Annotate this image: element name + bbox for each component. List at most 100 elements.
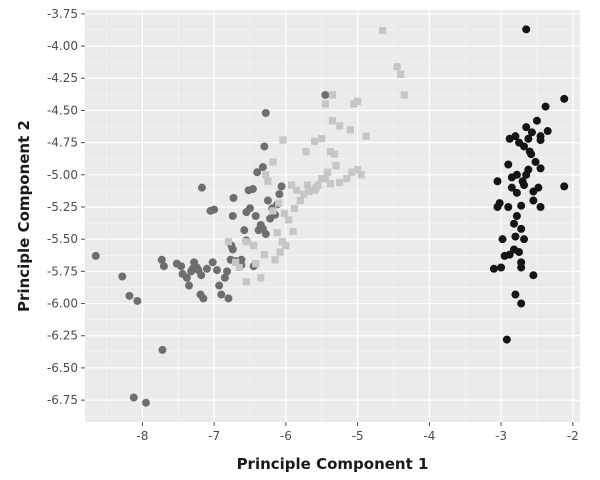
data-point-square (321, 175, 329, 183)
data-point-circle (125, 291, 134, 300)
data-point-square (343, 175, 351, 183)
data-point-square (262, 171, 270, 179)
data-point-circle (237, 255, 246, 264)
data-point-circle (321, 90, 330, 99)
data-point-square (242, 278, 251, 286)
data-point-circle (202, 264, 211, 273)
data-point-square (336, 122, 344, 130)
data-point-circle (208, 258, 217, 267)
data-point-circle (217, 290, 226, 299)
x-axis-ticks: -8 -7 -6 -5 -4 -3 -2 (136, 422, 579, 443)
y-tick-label: -5.25 (47, 200, 78, 214)
data-point-square (393, 63, 401, 71)
data-point-circle (263, 196, 272, 205)
data-point-circle (517, 299, 526, 308)
data-point-circle (261, 109, 270, 117)
data-point-circle (493, 202, 502, 211)
data-point-square (302, 148, 310, 156)
data-point-circle (517, 201, 526, 210)
data-point-square (249, 242, 258, 250)
data-point-square (354, 97, 362, 106)
data-point-circle (228, 212, 237, 220)
data-point-square (290, 204, 299, 212)
data-point-circle (493, 177, 502, 186)
data-point-circle (511, 232, 520, 241)
data-point-square (271, 256, 279, 264)
data-point-square (326, 180, 334, 188)
data-point-circle (517, 224, 526, 233)
data-point-circle (534, 183, 543, 192)
y-tick-label: -6.50 (47, 361, 78, 375)
data-point-square (336, 178, 344, 187)
data-point-circle (510, 219, 518, 228)
data-point-circle (505, 134, 514, 143)
data-point-circle (520, 235, 529, 244)
data-point-square (305, 187, 313, 196)
data-points (91, 25, 569, 407)
plot-panel (85, 10, 580, 422)
data-point-square (278, 238, 286, 246)
data-point-circle (157, 255, 166, 264)
x-tick-label: -2 (567, 429, 579, 443)
data-point-circle (527, 128, 536, 137)
data-point-circle (220, 273, 229, 282)
data-point-circle (524, 134, 533, 143)
x-tick-label: -4 (423, 429, 435, 443)
data-point-square (318, 135, 326, 143)
data-point-square (224, 238, 233, 246)
data-point-circle (141, 398, 150, 407)
y-tick-label: -6.75 (47, 393, 78, 407)
data-point-square (257, 274, 265, 282)
data-point-square (300, 190, 308, 198)
data-point-circle (541, 102, 550, 111)
data-point-circle (91, 251, 100, 260)
data-point-circle (129, 393, 138, 402)
data-point-square (252, 260, 260, 268)
data-point-square (285, 216, 293, 224)
data-point-square (321, 100, 329, 108)
data-point-circle (178, 269, 187, 278)
data-point-circle (507, 183, 516, 192)
data-point-circle (258, 163, 267, 172)
data-point-circle (529, 271, 538, 280)
data-point-square (293, 186, 301, 194)
data-point-circle (118, 272, 127, 281)
x-tick-label: -5 (352, 429, 364, 443)
data-point-circle (240, 226, 249, 235)
data-point-square (310, 137, 319, 145)
data-point-circle (532, 116, 541, 125)
data-point-square (397, 70, 405, 78)
data-point-circle (512, 212, 521, 220)
y-tick-label: -6.25 (47, 329, 78, 343)
data-point-circle (229, 193, 238, 202)
data-point-square (328, 91, 337, 99)
data-point-circle (531, 157, 540, 166)
data-point-circle (511, 290, 520, 299)
data-point-square (303, 181, 311, 189)
data-point-square (275, 199, 283, 207)
data-point-square (232, 258, 240, 266)
data-point-square (242, 238, 251, 246)
data-point-square (379, 27, 387, 35)
data-point-square (328, 117, 337, 125)
y-tick-label: -4.00 (47, 39, 78, 53)
data-point-circle (560, 182, 569, 191)
data-point-circle (522, 25, 531, 34)
data-point-circle (536, 136, 545, 145)
data-point-circle (502, 335, 511, 344)
data-point-circle (199, 294, 208, 303)
data-point-circle (543, 127, 552, 136)
data-point-square (235, 263, 243, 272)
y-tick-label: -4.75 (47, 136, 78, 150)
data-point-square (280, 209, 289, 218)
data-point-circle (504, 160, 513, 169)
data-point-circle (215, 281, 224, 290)
data-point-square (331, 150, 339, 158)
data-point-circle (223, 267, 232, 276)
data-point-square (346, 126, 355, 134)
x-tick-label: -3 (495, 429, 507, 443)
y-axis-title: Principle Component 2 (15, 120, 33, 312)
data-point-circle (536, 164, 545, 173)
major-gridlines (85, 10, 580, 422)
